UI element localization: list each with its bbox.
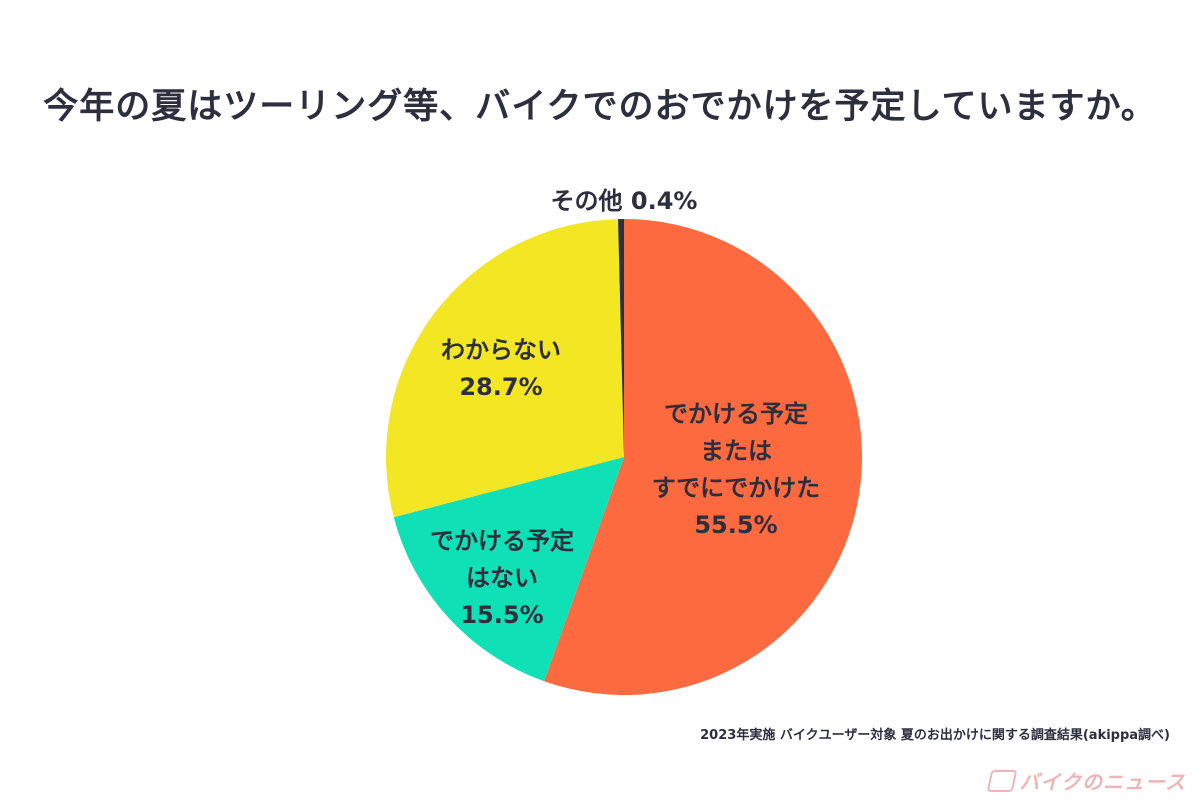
pie-slice-3	[386, 219, 624, 518]
watermark-text: バイクのニュース	[1019, 770, 1186, 794]
pie-slice-1	[544, 219, 862, 695]
slice-label-line: すでにでかけた	[652, 474, 820, 502]
slice-label-line: はない	[466, 564, 538, 592]
source-note: 2023年実施 バイクユーザー対象 夏のお出かけに関する調査結果(akippa調…	[700, 728, 1170, 743]
slice-label-3: わからない 28.7%	[441, 336, 561, 401]
slice-label-line: でかける予定	[664, 400, 808, 428]
slice-label-line: 28.7%	[459, 373, 542, 401]
pie-labels: でかける予定またはすでにでかけた 55.5%でかける予定はない 15.5%わからない…	[430, 187, 820, 629]
slice-label-line: 55.5%	[694, 511, 777, 539]
watermark: バイクのニュース	[987, 766, 1186, 795]
slice-label-line: わからない	[441, 336, 561, 364]
slice-label-line: または	[700, 437, 772, 465]
slice-label-2: でかける予定はない 15.5%	[430, 527, 574, 629]
slice-label-1: でかける予定またはすでにでかけた 55.5%	[652, 400, 820, 539]
chart-title: 今年の夏はツーリング等、バイクでのおでかけを予定していますか。	[43, 87, 1157, 127]
pie-slice-4	[618, 219, 624, 457]
watermark-logo-icon	[987, 769, 1018, 792]
slice-label-4: その他 0.4%	[551, 187, 698, 215]
slice-label-line: 15.5%	[460, 601, 543, 629]
pie-slice-2	[393, 457, 624, 682]
slice-label-line: でかける予定	[430, 527, 574, 555]
pie-slices	[386, 219, 862, 695]
slice-label-line: その他 0.4%	[551, 187, 698, 215]
